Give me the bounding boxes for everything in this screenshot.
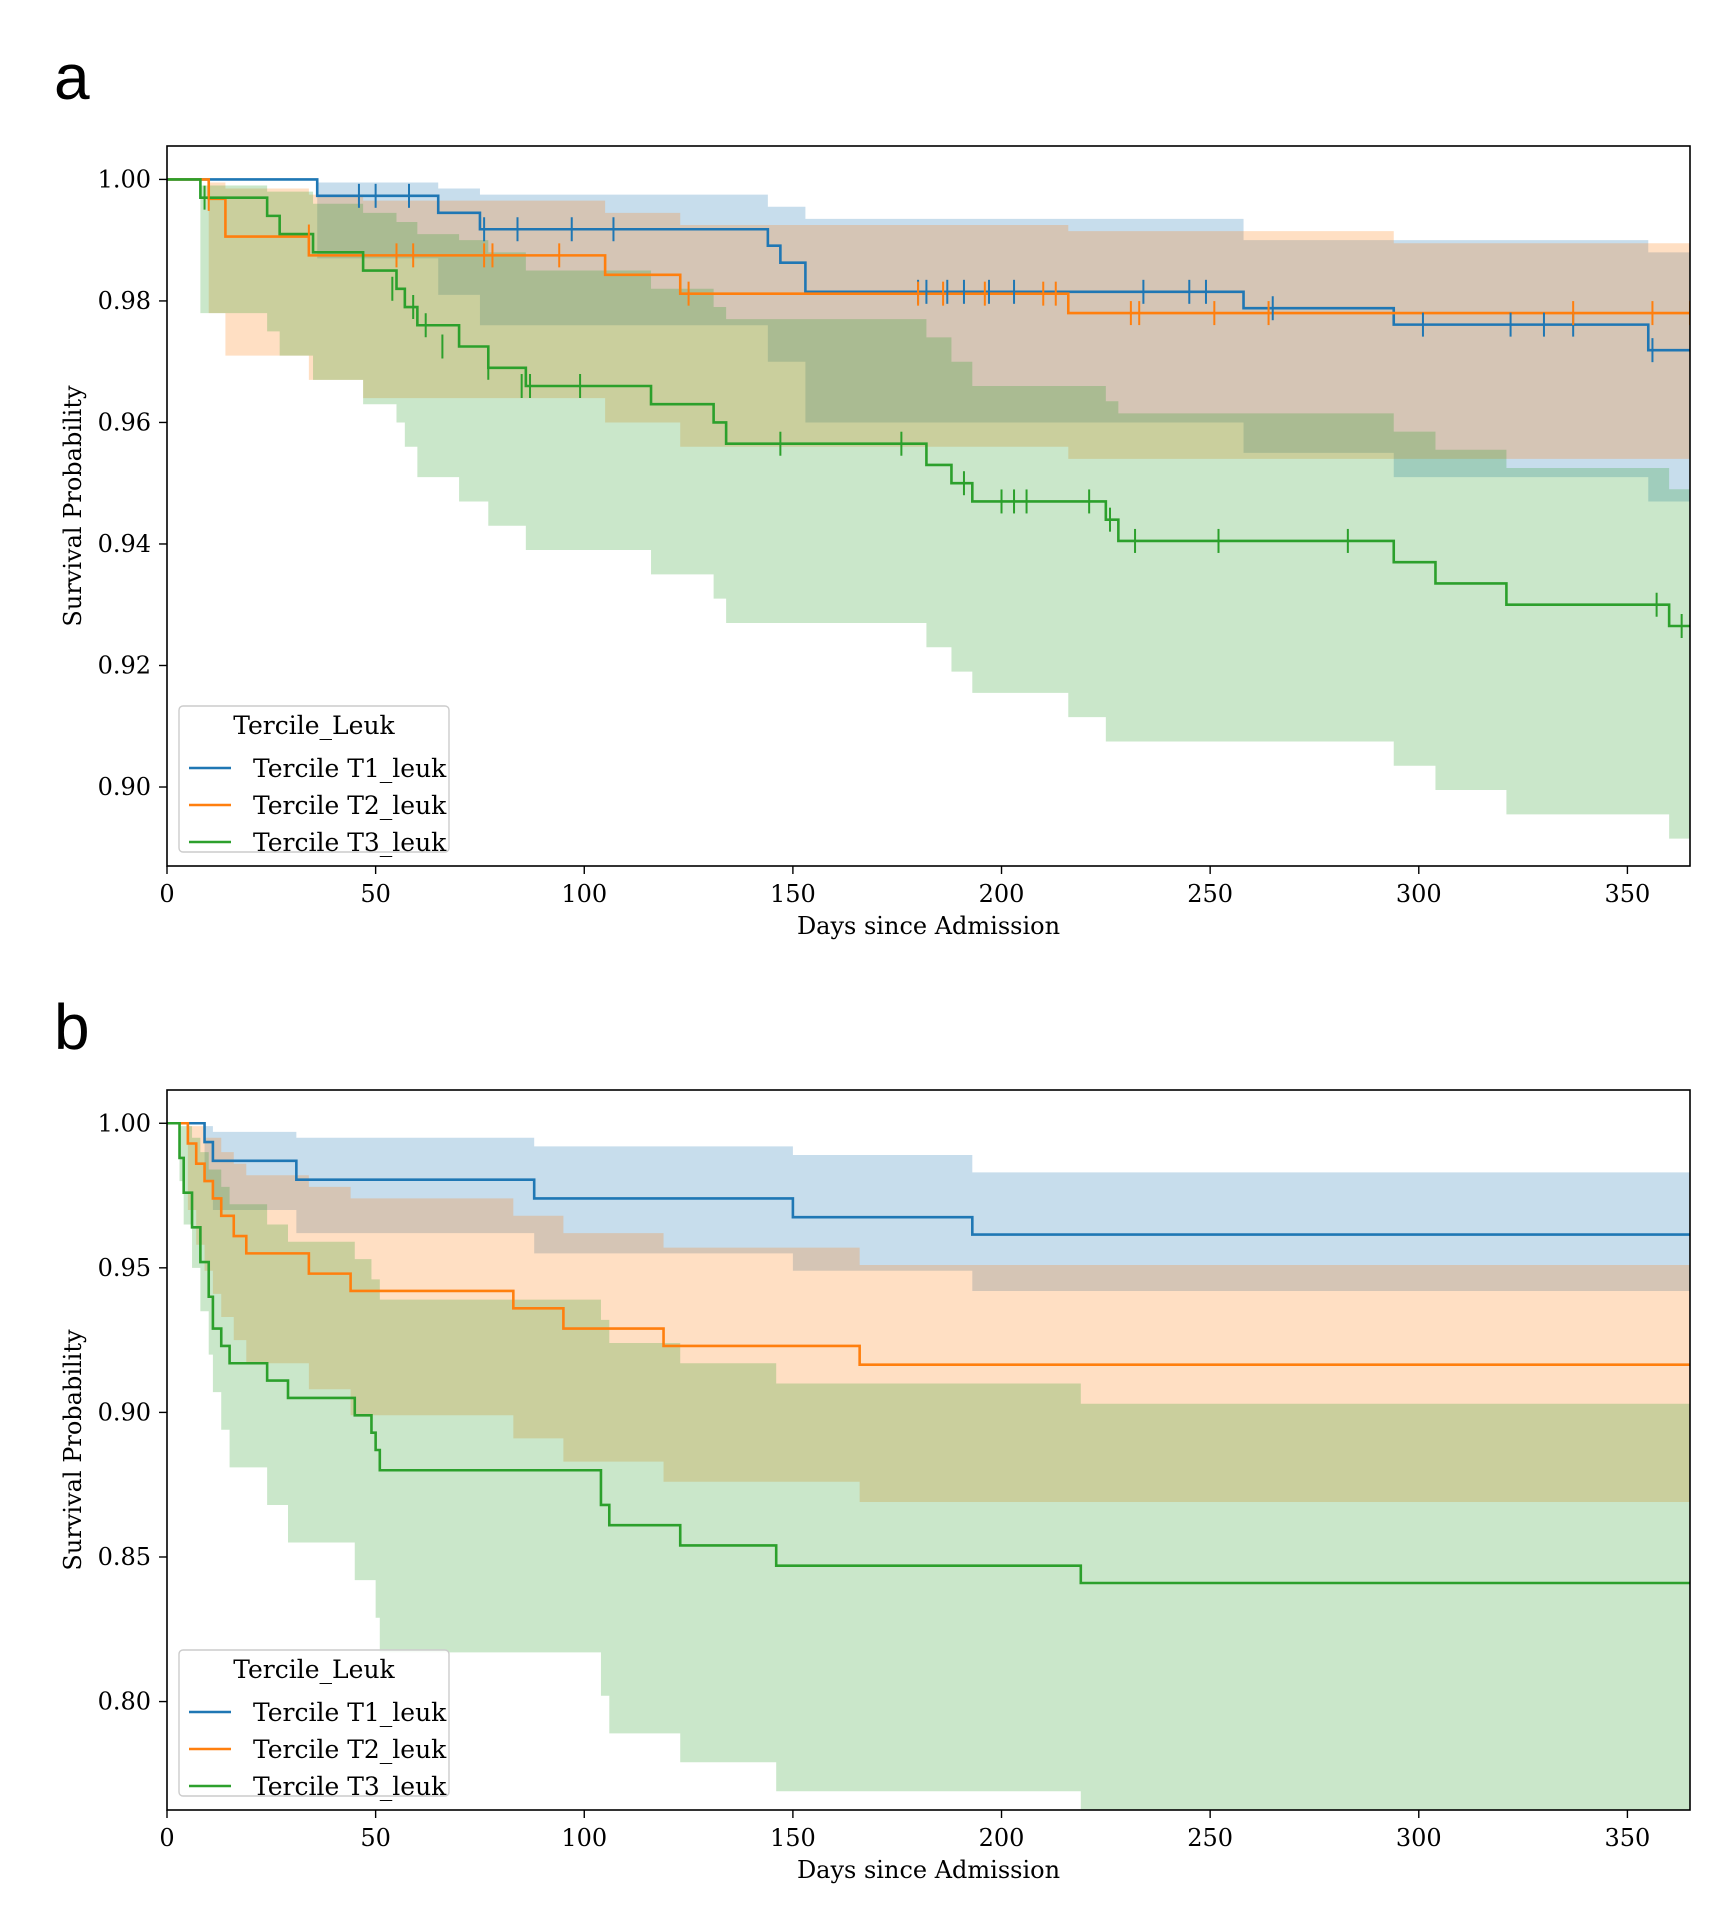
x-tick-label-b: 0: [159, 1824, 174, 1852]
y-tick-label-b: 1.00: [98, 1109, 151, 1137]
axes-frame-a: [166, 145, 1691, 867]
x-tick-label-b: 300: [1396, 1824, 1442, 1852]
legend-entry-b-t2: Tercile T2_leuk: [253, 1735, 447, 1764]
y-tick-label-a: 0.98: [98, 287, 151, 315]
x-tick-label-a: 350: [1605, 880, 1651, 908]
y-tick-label-b: 0.80: [98, 1688, 151, 1716]
legend-entry-b-t1: Tercile T1_leuk: [253, 1698, 447, 1727]
y-axis-title-b: Survival Probability: [59, 1329, 87, 1571]
ci-band-a-t3: [167, 179, 1690, 839]
x-tick-label-a: 50: [360, 880, 391, 908]
y-tick-label-a: 0.96: [98, 408, 151, 436]
legend-b: Tercile_Leuk Tercile T1_leuk Tercile T2_le…: [178, 1649, 450, 1801]
x-tick-label-a: 300: [1396, 880, 1442, 908]
legend-a: Tercile_Leuk Tercile T1_leuk Tercile T2_le…: [178, 705, 450, 857]
plot-area-a: [167, 178, 1690, 839]
x-tick-label-a: 100: [561, 880, 607, 908]
chart-b: 0 50 100 150 200 250 300 350 0.80 0.85 0.90 0.95 1.0…: [59, 1089, 1691, 1884]
survival-line-a-t1: [167, 178, 1690, 352]
legend-entry-b-t3: Tercile T3_leuk: [253, 1772, 447, 1801]
x-tick-label-a: 150: [770, 880, 816, 908]
y-tick-label-a: 0.94: [98, 530, 151, 558]
legend-box-a: [178, 705, 450, 853]
chart-a: 0 50 100 150 200 250 300 350 0.90 0.92 0.94 0.96 0.9…: [59, 145, 1691, 940]
y-tick-label-a: 0.90: [98, 773, 151, 801]
x-tick-label-a: 0: [159, 880, 174, 908]
panel-label-a: a: [54, 41, 90, 113]
legend-box-b: [178, 1649, 450, 1797]
ci-band-b-t3: [167, 1123, 1690, 1810]
legend-title-a: Tercile_Leuk: [233, 711, 395, 740]
ci-band-b-t1: [167, 1123, 1690, 1291]
legend-entry-a-t2: Tercile T2_leuk: [253, 791, 447, 820]
y-axis-title-a: Survival Probability: [59, 385, 87, 627]
x-axis-title-a: Days since Admission: [797, 912, 1060, 940]
plot-area-b: [167, 1121, 1690, 1810]
legend-title-b: Tercile_Leuk: [233, 1655, 395, 1684]
y-tick-label-a: 1.00: [98, 165, 151, 193]
survival-line-a-t3: [167, 178, 1690, 628]
survival-line-b-t2: [167, 1121, 1690, 1366]
axes-frame-b: [166, 1089, 1691, 1811]
panel-label-b: b: [54, 991, 90, 1063]
x-tick-label-b: 100: [561, 1824, 607, 1852]
ci-band-a-t1: [167, 179, 1690, 502]
y-tick-label-b: 0.85: [98, 1543, 151, 1571]
survival-line-b-t1: [167, 1121, 1690, 1236]
x-tick-label-b: 150: [770, 1824, 816, 1852]
x-tick-label-b: 50: [360, 1824, 391, 1852]
survival-line-b-t3: [167, 1121, 1690, 1585]
x-tick-label-b: 250: [1187, 1824, 1233, 1852]
legend-entry-a-t1: Tercile T1_leuk: [253, 754, 447, 783]
x-tick-label-b: 200: [979, 1824, 1025, 1852]
ci-band-a-t2: [167, 179, 1690, 459]
x-tick-label-b: 350: [1605, 1824, 1651, 1852]
x-tick-label-a: 250: [1187, 880, 1233, 908]
ci-band-b-t2: [167, 1123, 1690, 1503]
legend-entry-a-t3: Tercile T3_leuk: [253, 828, 447, 857]
x-tick-label-a: 200: [979, 880, 1025, 908]
x-axis-title-b: Days since Admission: [797, 1856, 1060, 1884]
y-tick-label-b: 0.90: [98, 1398, 151, 1426]
y-tick-label-a: 0.92: [98, 651, 151, 679]
y-tick-label-b: 0.95: [98, 1254, 151, 1282]
